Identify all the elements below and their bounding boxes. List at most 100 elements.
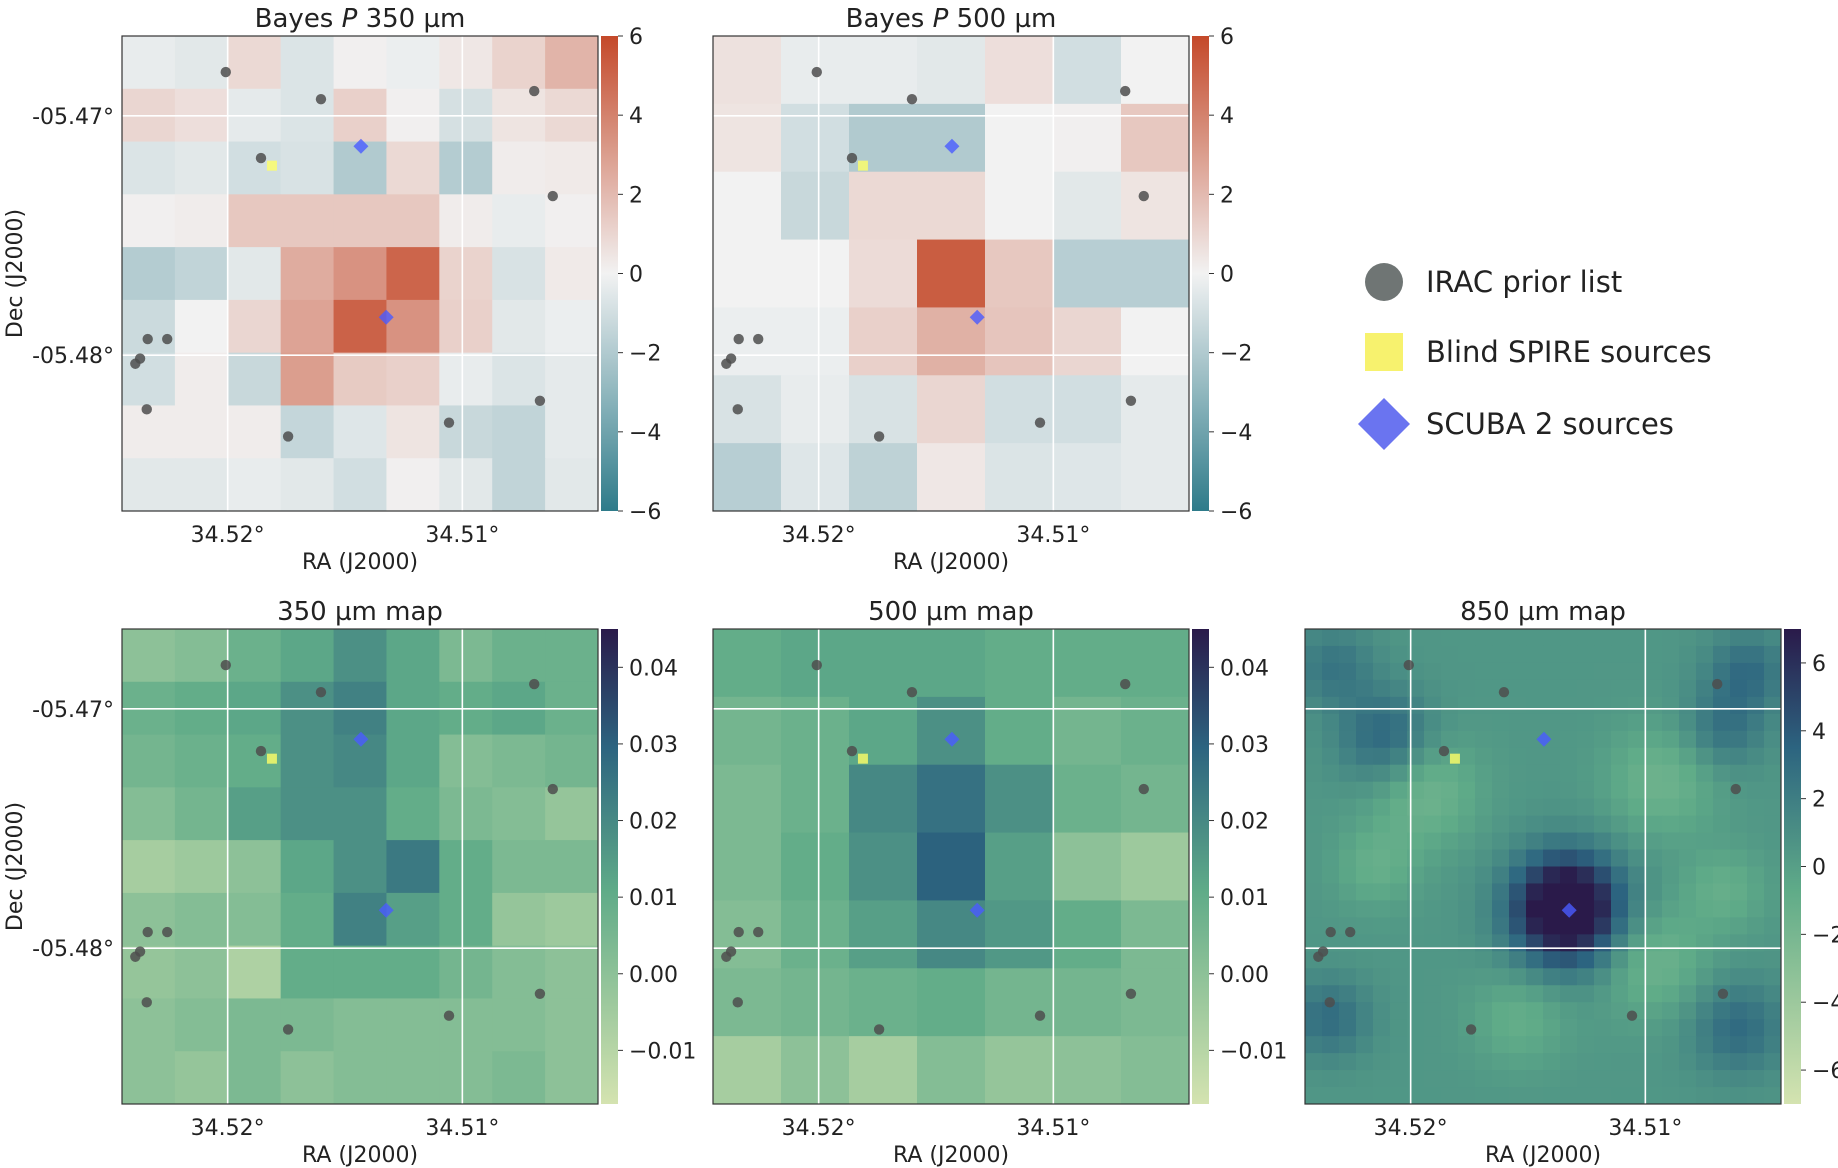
heatmap-cell: [1373, 866, 1391, 885]
heatmap-cell: [1458, 934, 1476, 952]
heatmap-cell: [1339, 730, 1357, 749]
heatmap-cell: [1526, 917, 1544, 935]
heatmap-cell: [439, 734, 493, 788]
heatmap-cell: [1526, 1053, 1544, 1071]
heatmap-cell: [1053, 443, 1122, 511]
heatmap-cell: [1492, 629, 1510, 647]
heatmap-cell: [1730, 1053, 1748, 1071]
heatmap-cell: [1662, 696, 1680, 715]
heatmap-cell: [1356, 696, 1374, 715]
heatmap-cell: [1594, 781, 1612, 800]
heatmap-cell: [1509, 849, 1527, 868]
heatmap-cell: [1424, 1002, 1442, 1020]
heatmap-cell: [1407, 781, 1425, 800]
heatmap-cell: [1356, 713, 1374, 732]
colorbar-tick-label: 2: [629, 183, 643, 208]
heatmap-cell: [1560, 832, 1578, 851]
heatmap-cell: [227, 247, 282, 301]
x-tick-label: 34.51°: [425, 1116, 499, 1141]
heatmap-cell: [1424, 629, 1442, 647]
heatmap-cell: [1679, 849, 1697, 868]
heatmap-cell: [1373, 917, 1391, 935]
heatmap-cell: [1679, 747, 1697, 766]
heatmap-cell: [1441, 730, 1459, 749]
heatmap-cell: [1628, 764, 1646, 783]
heatmap-cell: [1407, 968, 1425, 986]
heatmap-cell: [1577, 883, 1595, 902]
heatmap-cell: [1645, 951, 1663, 969]
heatmap-cell: [1458, 629, 1476, 647]
heatmap-cell: [1356, 900, 1374, 918]
heatmap-cell: [1424, 1070, 1442, 1088]
heatmap-cell: [1679, 1002, 1697, 1020]
heatmap-cell: [1577, 679, 1595, 698]
heatmap-cell: [1577, 713, 1595, 732]
heatmap-cell: [1594, 645, 1612, 664]
heatmap-cell: [1458, 730, 1476, 749]
heatmap-cell: [1121, 900, 1189, 969]
heatmap-cell: [1611, 747, 1629, 766]
spire-source-point: [266, 160, 277, 171]
heatmap-cell: [849, 832, 918, 902]
heatmap-cell: [280, 840, 335, 894]
heatmap-cell: [492, 405, 546, 459]
heatmap-cell: [1424, 985, 1442, 1003]
heatmap-cell: [1526, 629, 1544, 647]
x-tick-label: 34.52°: [782, 1116, 856, 1141]
heatmap-cell: [1662, 781, 1680, 800]
heatmap-cell: [1543, 1019, 1561, 1037]
heatmap-cell: [985, 1036, 1054, 1104]
heatmap-cell: [1441, 1019, 1459, 1037]
heatmap-cell: [1492, 832, 1510, 851]
heatmap-cell: [1373, 798, 1391, 817]
irac-source-point: [315, 686, 327, 698]
heatmap-cell: [917, 103, 986, 173]
heatmap-cell: [1339, 713, 1357, 732]
heatmap-cell: [781, 1036, 850, 1104]
irac-source-point: [1034, 417, 1046, 428]
heatmap-cell: [1526, 781, 1544, 800]
heatmap-cell: [1390, 713, 1408, 732]
colorbar-tick-label: −6: [1812, 1059, 1838, 1084]
heatmap-cell: [1747, 730, 1765, 749]
heatmap-cell: [1577, 1019, 1595, 1037]
irac-source-point: [906, 93, 918, 105]
heatmap-cell: [1509, 934, 1527, 952]
heatmap-cell: [849, 307, 918, 376]
heatmap-cell: [1475, 1036, 1493, 1054]
heatmap-cell: [1322, 866, 1340, 885]
heatmap-cell: [1747, 696, 1765, 715]
heatmap-cell: [1305, 985, 1323, 1003]
heatmap-cell: [1322, 883, 1340, 902]
heatmap-cell: [1628, 985, 1646, 1003]
colorbar-tick-label: 0.00: [629, 963, 678, 988]
heatmap-cell: [439, 36, 493, 90]
heatmap-cell: [227, 787, 282, 841]
heatmap-cell: [1730, 1019, 1748, 1037]
heatmap-cell: [1492, 662, 1510, 681]
x-tick-label: 34.51°: [1608, 1116, 1682, 1141]
heatmap-cell: [1475, 917, 1493, 935]
plot-frame: [712, 35, 1190, 512]
heatmap-cell: [122, 892, 176, 947]
heatmap-cell: [1339, 832, 1357, 851]
heatmap-cell: [1696, 985, 1714, 1003]
heatmap-cell: [1594, 764, 1612, 783]
heatmap-cell: [1305, 1053, 1323, 1071]
heatmap-cell: [1339, 747, 1357, 766]
heatmap-cell: [849, 764, 918, 834]
colorbar-tick-label: −2: [1812, 923, 1838, 948]
heatmap-cell: [122, 629, 176, 683]
heatmap-cell: [1645, 1002, 1663, 1020]
heatmap-cell: [1322, 798, 1340, 817]
heatmap-cell: [1696, 883, 1714, 902]
heatmap-cell: [386, 458, 440, 511]
heatmap-cell: [386, 945, 440, 1000]
heatmap-cell: [1747, 764, 1765, 783]
heatmap-cell: [227, 405, 282, 459]
heatmap-cell: [1577, 832, 1595, 851]
heatmap-cell: [1475, 866, 1493, 885]
heatmap-cell: [1730, 679, 1748, 698]
colorbar-tick-label: 0: [1220, 263, 1234, 288]
panel-3: 350 µm map 34.52° 34.51° RA (J2000) -05.47° -…: [3, 597, 696, 1168]
